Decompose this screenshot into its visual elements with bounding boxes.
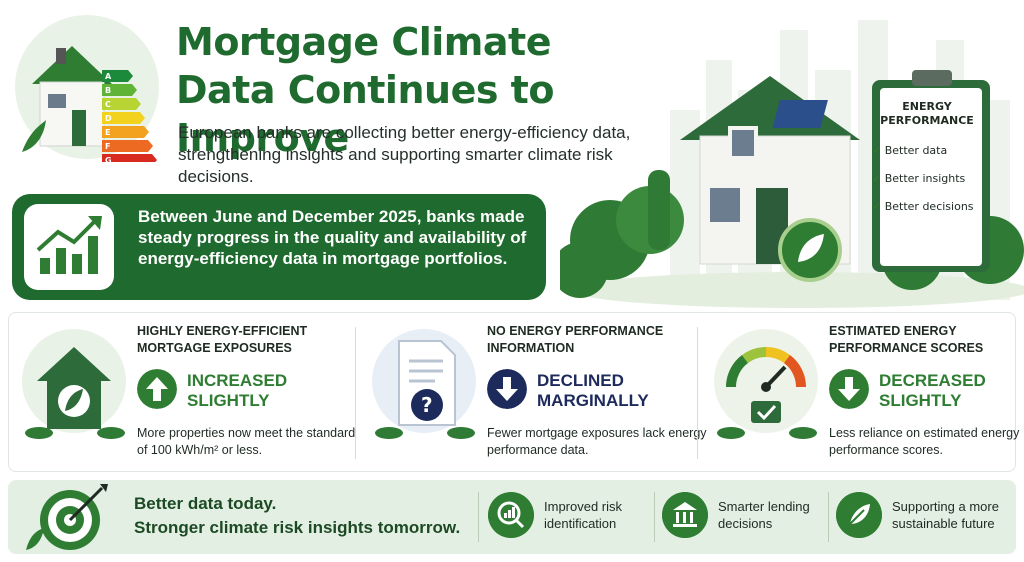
summary-banner: Between June and December 2025, banks ma… <box>12 194 546 300</box>
benefit-label: Improved risk identification <box>544 499 623 531</box>
page-title: Mortgage Climate Data Continues to Impro… <box>176 18 676 162</box>
energy-label-f: F <box>105 142 110 151</box>
finding-trend: Decreased slightly <box>879 371 986 410</box>
energy-label-d: D <box>105 114 112 123</box>
clipboard-item: ✓ Better insights <box>872 172 982 186</box>
banner-text: Between June and December 2025, banks ma… <box>138 207 527 268</box>
check-icon: ✓ <box>872 172 882 185</box>
document-question-icon: ? <box>372 329 476 439</box>
finding-description: More properties now meet the standard of… <box>137 426 356 457</box>
arrow-down-icon <box>487 369 527 409</box>
divider <box>654 492 655 542</box>
benefit-risk-identification: Improved risk identification <box>488 492 658 542</box>
benefit-sustainable-future: Supporting a more sustainable future <box>836 492 1012 542</box>
finding-description: Less reliance on estimated energy perfor… <box>829 426 1020 457</box>
clipboard-item: ✓ Better decisions <box>872 200 982 214</box>
finding-trend: Declined marginally <box>537 371 649 410</box>
growth-chart-icon <box>24 204 114 290</box>
clipboard-item: ✓ Better data <box>872 144 982 158</box>
footer-bar: Better data today. Stronger climate risk… <box>8 480 1016 554</box>
energy-label-b: B <box>105 86 111 95</box>
finding-category: No energy performance information <box>487 324 664 355</box>
benefit-label: Supporting a more sustainable future <box>892 499 999 531</box>
energy-label-c: C <box>105 100 111 109</box>
check-icon: ✓ <box>872 200 882 213</box>
finding-no-epc: ? No energy performance information Decl… <box>359 313 707 473</box>
bank-icon <box>662 492 708 538</box>
divider <box>478 492 479 542</box>
check-icon: ✓ <box>872 144 882 157</box>
arrow-up-icon <box>137 369 177 409</box>
energy-label-house-icon: A B C D E F G <box>15 15 159 162</box>
divider <box>697 327 698 459</box>
house-clipboard-illustration <box>560 70 1024 308</box>
benefit-smarter-lending: Smarter lending decisions <box>662 492 832 542</box>
page-subtitle: European banks are collecting better ene… <box>178 123 631 186</box>
house-leaf-icon <box>22 329 126 439</box>
divider <box>828 492 829 542</box>
finding-estimated-scores: Estimated energy performance scores Decr… <box>701 313 1019 473</box>
tagline-line-1: Better data today. <box>134 494 277 513</box>
benefit-label: Smarter lending decisions <box>718 499 810 531</box>
title-line-2: Data Continues to Improve <box>176 68 554 160</box>
magnifier-chart-icon <box>488 492 534 538</box>
energy-performance-clipboard: ENERGY PERFORMANCE ✓ Better data ✓ Bette… <box>872 100 982 214</box>
finding-category: Highly energy-efficient mortgage exposur… <box>137 324 308 355</box>
finding-category: Estimated energy performance scores <box>829 324 984 355</box>
leaf-icon <box>836 492 882 538</box>
findings-panel: Highly energy-efficient mortgage exposur… <box>8 312 1019 473</box>
tagline-line-2: Stronger climate risk insights tomorrow. <box>134 518 461 537</box>
clipboard-item-label: Better data <box>884 144 948 157</box>
clipboard-title-2: PERFORMANCE <box>880 114 974 127</box>
finding-energy-efficient: Highly energy-efficient mortgage exposur… <box>9 313 355 473</box>
target-icon <box>26 484 108 550</box>
clipboard-title-1: ENERGY <box>902 100 952 113</box>
gauge-icon <box>714 329 818 439</box>
svg-text:?: ? <box>421 393 433 417</box>
clipboard-item-label: Better decisions <box>884 200 974 213</box>
arrow-down-icon <box>829 369 869 409</box>
energy-label-g: G <box>105 156 112 162</box>
finding-description: Fewer mortgage exposures lack energy per… <box>487 426 707 457</box>
footer-tagline: Better data today. Stronger climate risk… <box>134 492 484 540</box>
title-line-1: Mortgage Climate <box>176 20 552 64</box>
divider <box>355 327 356 459</box>
clipboard-item-label: Better insights <box>884 172 966 185</box>
energy-label-a: A <box>105 72 112 81</box>
finding-trend: Increased slightly <box>187 371 288 410</box>
energy-label-e: E <box>105 128 110 137</box>
